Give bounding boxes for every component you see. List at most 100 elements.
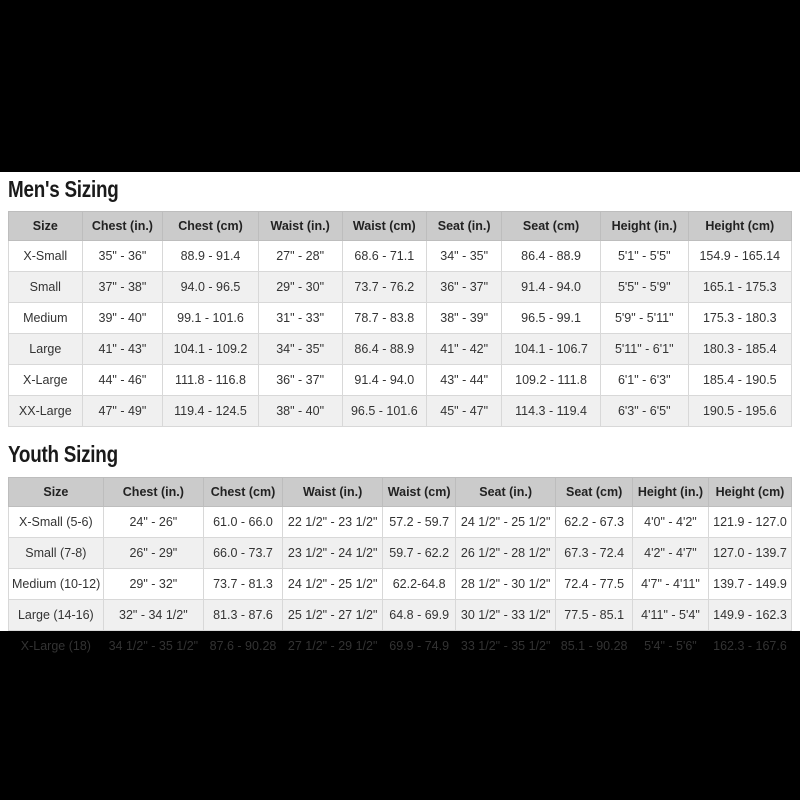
table-cell: 22 1/2" - 23 1/2" [282, 505, 384, 538]
table-cell: 28 1/2" - 30 1/2" [455, 567, 557, 600]
youth-sizing-section-header: Youth Sizing [8, 441, 792, 467]
table-cell: 185.4 - 190.5 [687, 364, 793, 397]
table-row: Small (7-8) 26" - 29" 66.0 - 73.7 23 1/2" -… [8, 536, 793, 569]
table-cell: 121.9 - 127.0 [707, 505, 793, 538]
table-cell: 86.4 - 88.9 [341, 333, 428, 366]
table-cell: 127.0 - 139.7 [707, 536, 793, 569]
table-cell: 57.2 - 59.7 [382, 505, 457, 538]
table-cell: 29" - 30" [257, 271, 343, 304]
table-cell: 91.4 - 94.0 [341, 364, 428, 397]
table-row: Large 41" - 43" 104.1 - 109.2 34" - 35" 86.4… [8, 333, 793, 366]
table-cell: 32" - 34 1/2" [102, 598, 204, 631]
table-cell: 24 1/2" - 25 1/2" [455, 505, 557, 538]
table-cell: 4'2" - 4'7" [632, 536, 709, 569]
table-cell: 68.6 - 71.1 [341, 240, 428, 273]
header-row: Size Chest (in.) Chest (cm) Waist (in.) Wais… [8, 476, 793, 507]
table-cell: 72.4 - 77.5 [555, 567, 633, 600]
table-cell: 4'7" - 4'11" [632, 567, 709, 600]
table-cell: 165.1 - 175.3 [687, 271, 793, 304]
table-row: X-Small 35" - 36" 88.9 - 91.4 27" - 28" 68.6… [8, 240, 793, 273]
mens-sizing-title: Men's Sizing [8, 176, 119, 202]
table-cell: 78.7 - 83.8 [341, 302, 428, 335]
size-cell: Large (14-16) [8, 598, 104, 631]
table-cell: 29" - 32" [102, 567, 204, 600]
table-cell: 96.5 - 99.1 [501, 302, 601, 335]
table-cell: 44" - 46" [81, 364, 164, 397]
bottom-black-band [0, 631, 800, 800]
column-header: Seat (cm) [555, 476, 633, 507]
mens-sizing-table: Size Chest (in.) Chest (cm) Waist (in.) Wais… [8, 211, 793, 428]
table-cell: 36" - 37" [257, 364, 343, 397]
table-cell: 61.0 - 66.0 [202, 505, 284, 538]
table-cell: 104.1 - 109.2 [162, 333, 259, 366]
table-cell: 59.7 - 62.2 [382, 536, 457, 569]
table-cell: 41" - 42" [426, 333, 503, 366]
table-cell: 39" - 40" [81, 302, 164, 335]
table-cell: 139.7 - 149.9 [707, 567, 793, 600]
table-cell: 111.8 - 116.8 [162, 364, 259, 397]
table-row: Medium 39" - 40" 99.1 - 101.6 31" - 33" 78.7… [8, 302, 793, 335]
table-cell: 47" - 49" [81, 395, 164, 428]
size-cell: XX-Large [8, 395, 83, 428]
table-cell: 67.3 - 72.4 [555, 536, 633, 569]
mens-sizing-section-header: Men's Sizing [8, 176, 792, 202]
table-row: X-Small (5-6) 24" - 26" 61.0 - 66.0 22 1/2"… [8, 505, 793, 538]
column-header: Waist (cm) [382, 476, 457, 507]
table-cell: 114.3 - 119.4 [501, 395, 601, 428]
size-cell: X-Large [8, 364, 83, 397]
table-row: Large (14-16) 32" - 34 1/2" 81.3 - 87.6 25 … [8, 598, 793, 631]
header-row: Size Chest (in.) Chest (cm) Waist (in.) Wais… [8, 211, 793, 242]
table-cell: 62.2-64.8 [382, 567, 457, 600]
table-cell: 34" - 35" [257, 333, 343, 366]
table-cell: 104.1 - 106.7 [501, 333, 601, 366]
table-cell: 81.3 - 87.6 [202, 598, 284, 631]
column-header: Waist (cm) [341, 211, 428, 242]
size-cell: X-Small [8, 240, 83, 273]
table-cell: 26" - 29" [102, 536, 204, 569]
table-cell: 6'3" - 6'5" [599, 395, 689, 428]
table-cell: 35" - 36" [81, 240, 164, 273]
table-cell: 45" - 47" [426, 395, 503, 428]
sizing-chart-content: Men's Sizing Size Chest (in.) Chest (cm) Wa… [0, 176, 800, 662]
table-cell: 5'1" - 5'5" [599, 240, 689, 273]
table-cell: 62.2 - 67.3 [555, 505, 633, 538]
size-cell: Small [8, 271, 83, 304]
size-cell: Small (7-8) [8, 536, 104, 569]
table-cell: 5'9" - 5'11" [599, 302, 689, 335]
table-cell: 77.5 - 85.1 [555, 598, 633, 631]
table-row: X-Large 44" - 46" 111.8 - 116.8 36" - 37" 91… [8, 364, 793, 397]
table-cell: 38" - 40" [257, 395, 343, 428]
table-cell: 25 1/2" - 27 1/2" [282, 598, 384, 631]
column-header: Size [8, 211, 83, 242]
table-cell: 175.3 - 180.3 [687, 302, 793, 335]
table-cell: 88.9 - 91.4 [162, 240, 259, 273]
table-cell: 41" - 43" [81, 333, 164, 366]
table-cell: 27" - 28" [257, 240, 343, 273]
table-cell: 5'5" - 5'9" [599, 271, 689, 304]
table-cell: 66.0 - 73.7 [202, 536, 284, 569]
table-cell: 24" - 26" [102, 505, 204, 538]
top-black-band [0, 0, 800, 172]
table-row: XX-Large 47" - 49" 119.4 - 124.5 38" - 40" 9… [8, 395, 793, 428]
table-cell: 64.8 - 69.9 [382, 598, 457, 631]
column-header: Chest (in.) [81, 211, 164, 242]
column-header: Chest (cm) [162, 211, 259, 242]
column-header: Seat (in.) [455, 476, 557, 507]
table-cell: 73.7 - 81.3 [202, 567, 284, 600]
table-cell: 30 1/2" - 33 1/2" [455, 598, 557, 631]
table-cell: 180.3 - 185.4 [687, 333, 793, 366]
table-cell: 119.4 - 124.5 [162, 395, 259, 428]
table-cell: 94.0 - 96.5 [162, 271, 259, 304]
table-cell: 43" - 44" [426, 364, 503, 397]
table-cell: 91.4 - 94.0 [501, 271, 601, 304]
table-cell: 99.1 - 101.6 [162, 302, 259, 335]
column-header: Waist (in.) [282, 476, 384, 507]
column-header: Seat (in.) [426, 211, 503, 242]
table-cell: 154.9 - 165.14 [687, 240, 793, 273]
table-cell: 86.4 - 88.9 [501, 240, 601, 273]
column-header: Waist (in.) [257, 211, 343, 242]
table-cell: 37" - 38" [81, 271, 164, 304]
size-cell: Medium (10-12) [8, 567, 104, 600]
table-cell: 4'11" - 5'4" [632, 598, 709, 631]
table-cell: 6'1" - 6'3" [599, 364, 689, 397]
